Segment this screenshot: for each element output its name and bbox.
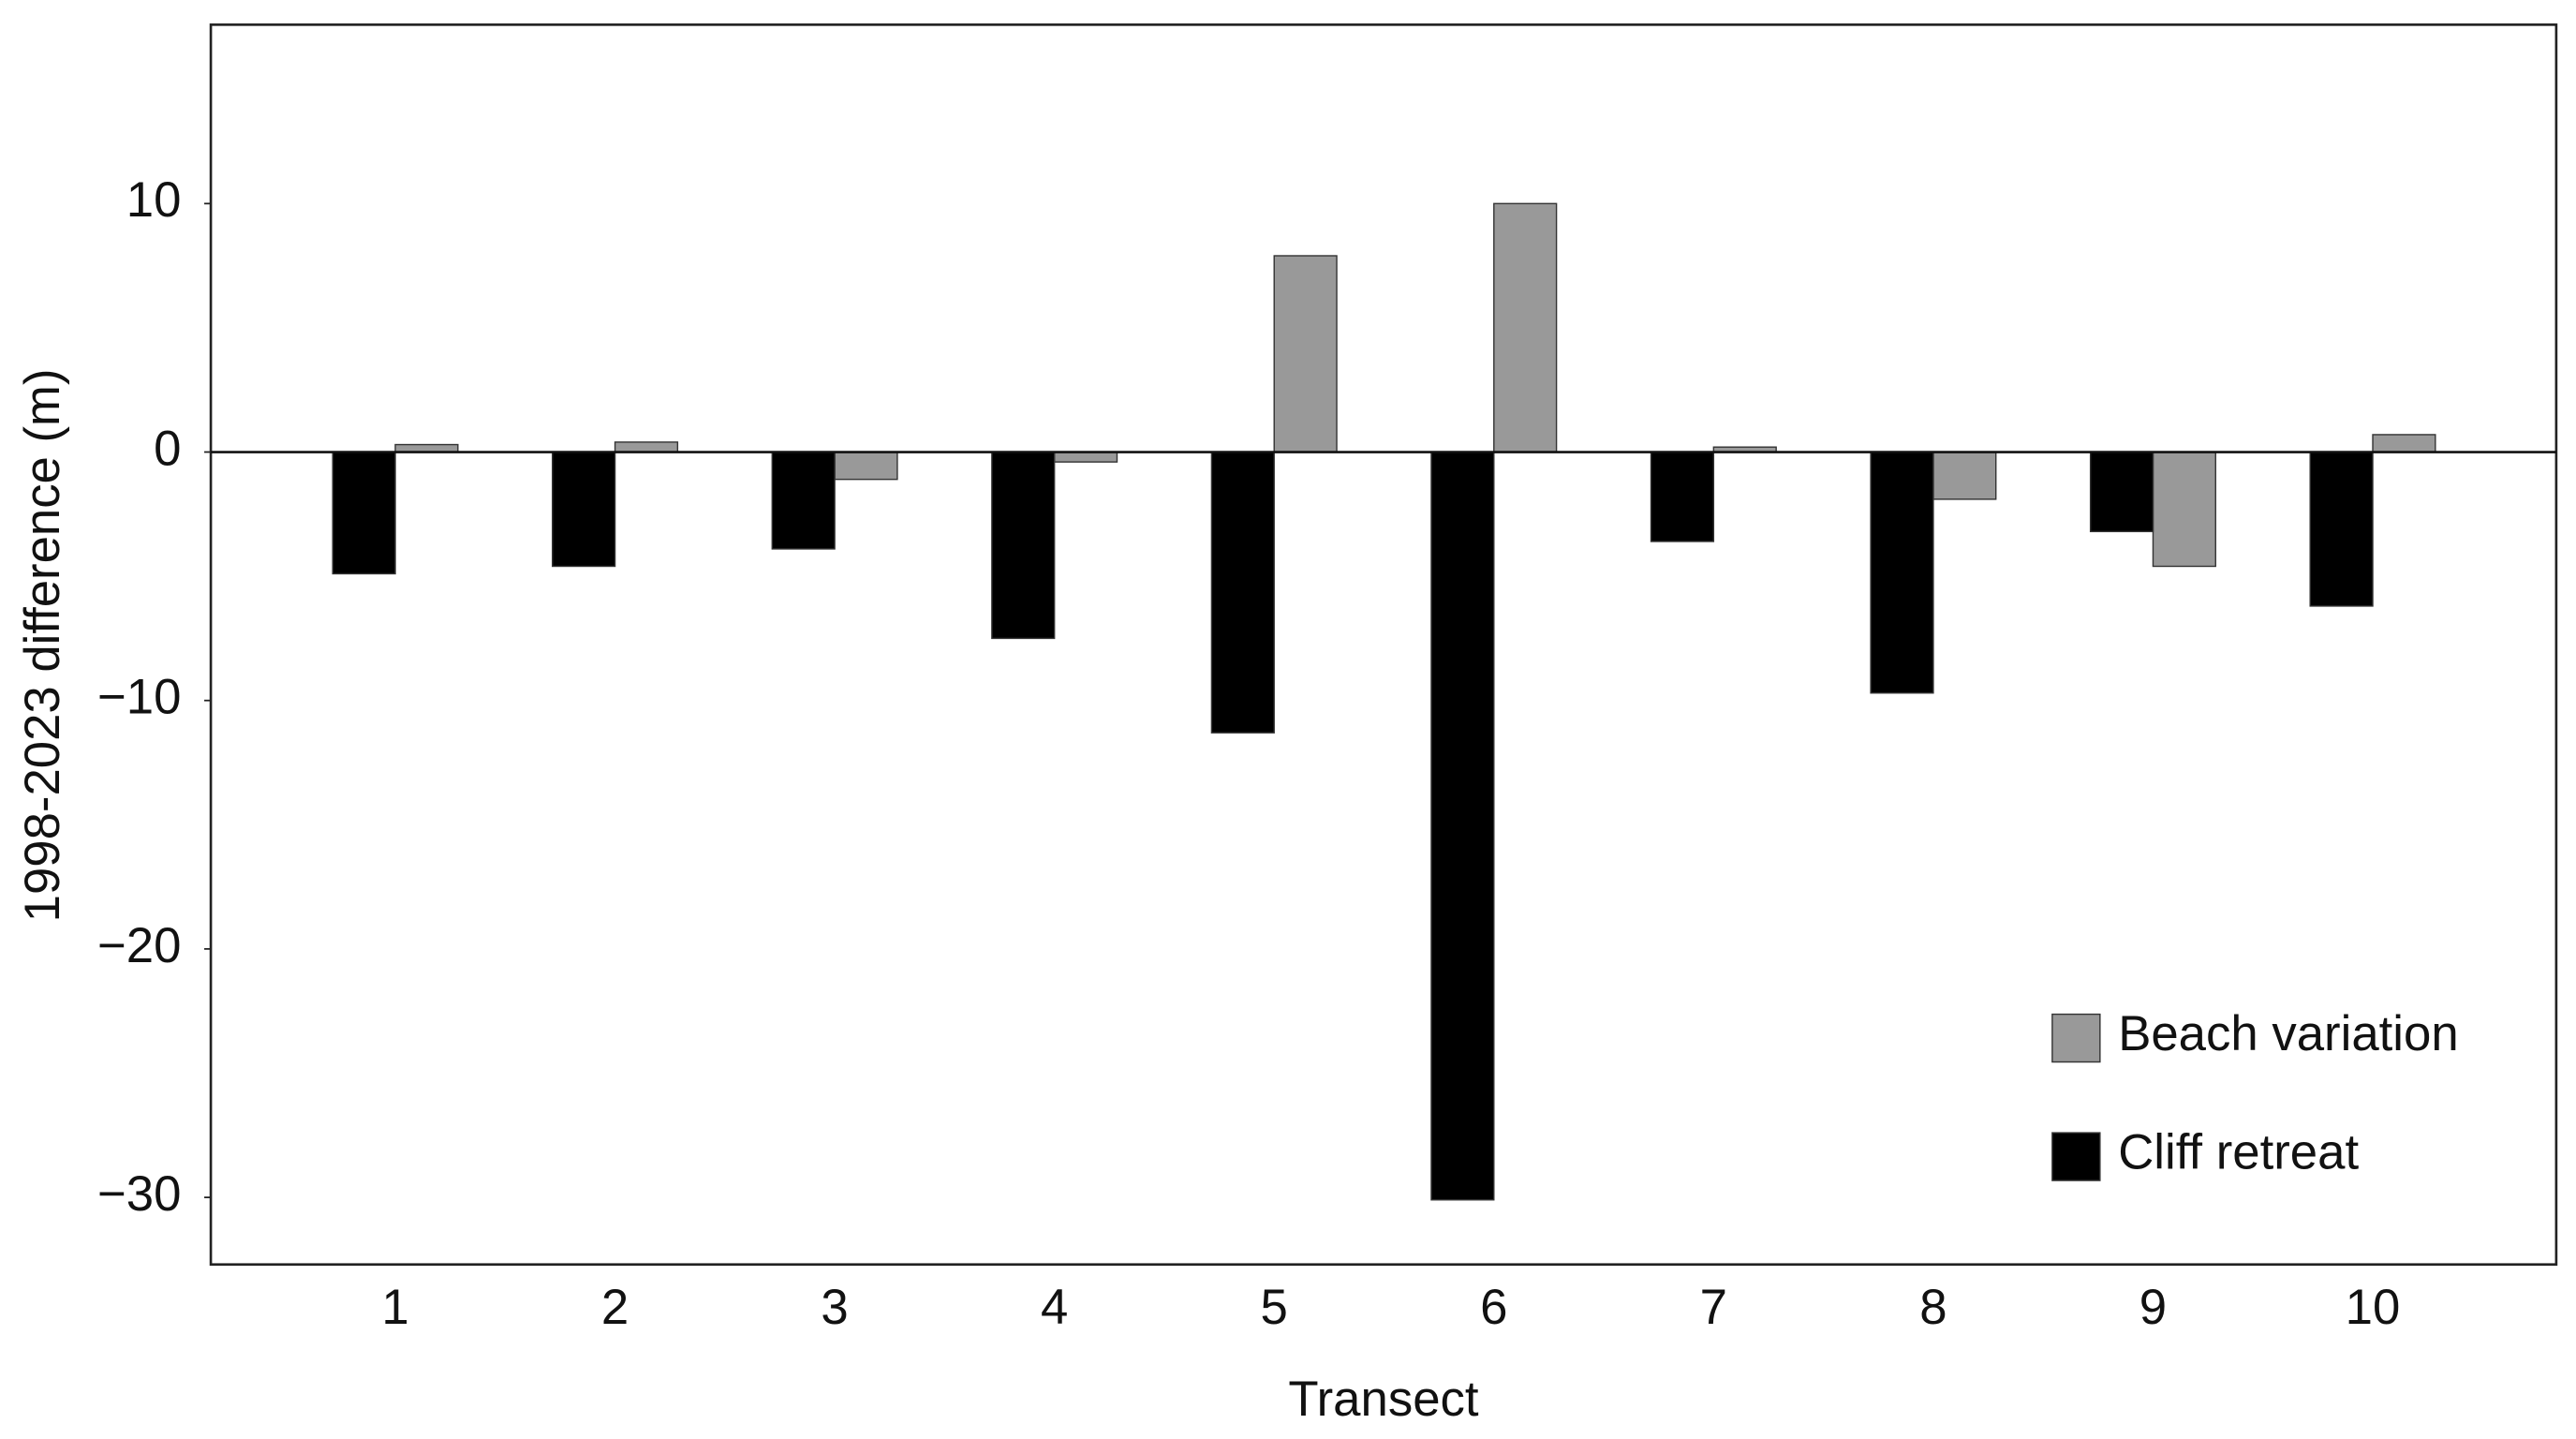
- bar: [771, 451, 836, 550]
- x-tick-label: 9: [2139, 1280, 2167, 1335]
- plot-frame: [209, 23, 2558, 1267]
- bar: [2089, 451, 2154, 533]
- y-tick-label: −10: [97, 670, 181, 725]
- bar: [552, 451, 616, 568]
- legend-swatch: [2051, 1013, 2101, 1063]
- bar: [2372, 434, 2436, 453]
- legend-label: Cliff retreat: [2118, 1125, 2359, 1180]
- bar: [332, 451, 396, 575]
- x-axis-label: Transect: [1288, 1372, 1479, 1427]
- x-tick-label: 6: [1480, 1280, 1507, 1335]
- y-axis-label: 1998-2023 difference (m): [15, 368, 70, 922]
- x-tick-label: 7: [1700, 1280, 1727, 1335]
- x-tick-label: 8: [1919, 1280, 1947, 1335]
- y-tick-label: −30: [97, 1166, 181, 1222]
- x-tick-label: 3: [821, 1280, 848, 1335]
- bar: [1210, 451, 1275, 734]
- legend-label: Beach variation: [2118, 1006, 2458, 1061]
- x-tick-label: 5: [1261, 1280, 1288, 1335]
- bar: [1053, 451, 1118, 463]
- y-tick-label: 0: [154, 421, 181, 476]
- y-tick-label: −20: [97, 918, 181, 973]
- bar: [1650, 451, 1715, 542]
- y-tick-label: 10: [126, 172, 182, 228]
- bar: [614, 441, 679, 453]
- bar: [834, 451, 898, 481]
- bar: [1273, 255, 1338, 453]
- bar: [2309, 451, 2374, 607]
- bar: [2152, 451, 2216, 568]
- x-tick-label: 1: [381, 1280, 408, 1335]
- bar: [1870, 451, 1934, 694]
- x-tick-label: 4: [1041, 1280, 1068, 1335]
- x-tick-label: 2: [601, 1280, 629, 1335]
- bar: [1493, 202, 1558, 453]
- legend-swatch: [2051, 1132, 2101, 1181]
- bar: [1430, 451, 1495, 1201]
- bar: [991, 451, 1056, 640]
- x-tick-label: 10: [2346, 1280, 2401, 1335]
- bar: [1932, 451, 1997, 500]
